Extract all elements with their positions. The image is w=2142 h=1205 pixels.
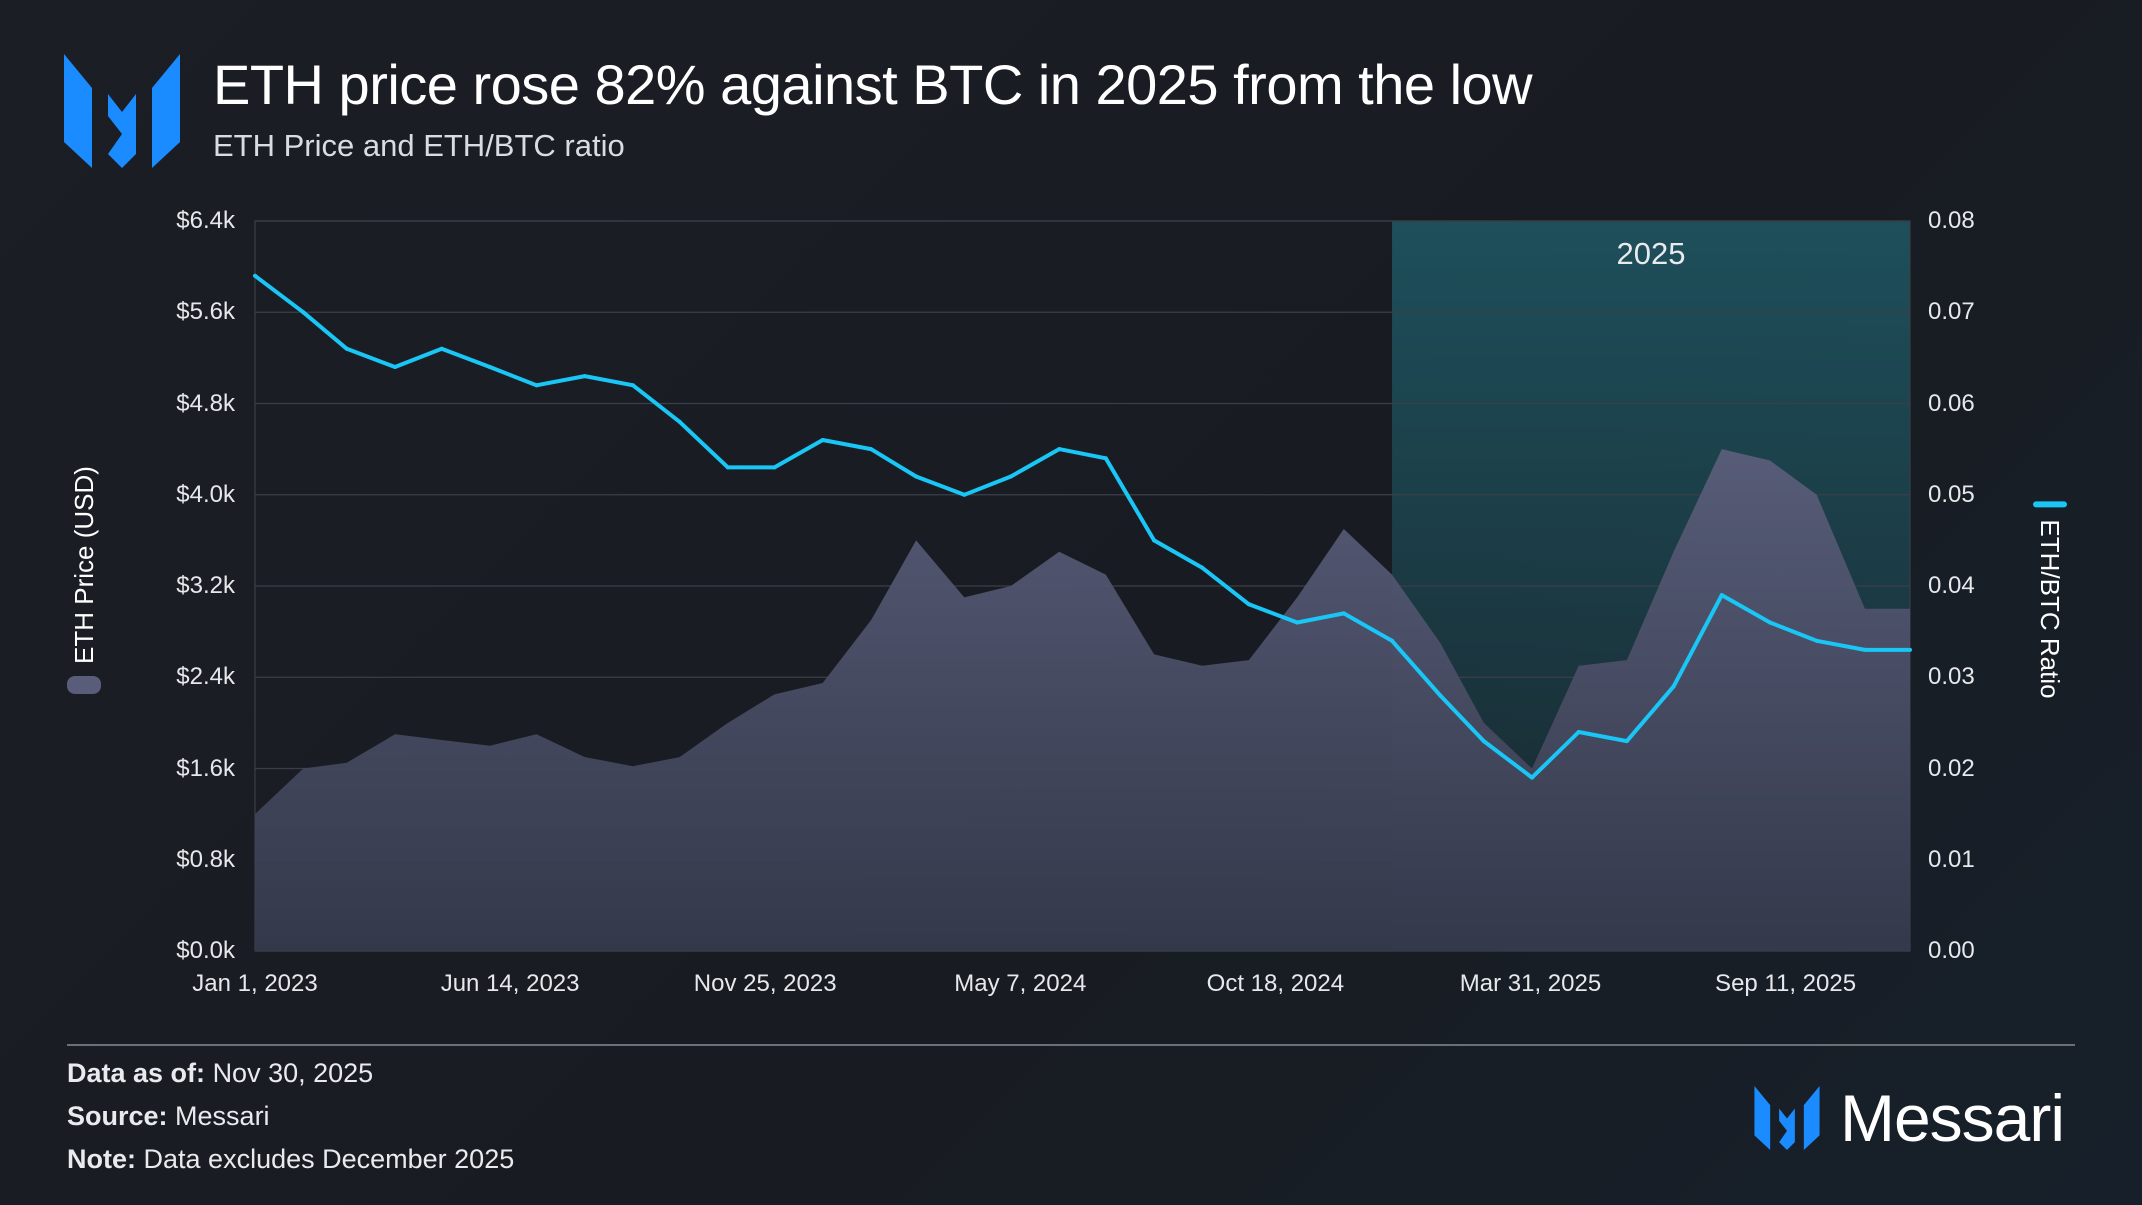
x-tick: Jan 1, 2023	[192, 970, 318, 997]
ratio-point	[301, 310, 306, 315]
x-tick: Nov 25, 2023	[693, 970, 837, 997]
y-axis-right-label-text: ETH/BTC Ratio	[2035, 519, 2066, 699]
messari-brand-logo-icon	[1754, 1086, 1820, 1150]
y-tick-left: $4.0k	[176, 480, 235, 508]
ratio-point	[534, 383, 539, 388]
ratio-point	[1341, 611, 1346, 616]
y-tick-right: 0.02	[1928, 754, 1975, 782]
ratio-point	[1438, 693, 1443, 698]
messari-logo-icon	[64, 54, 180, 168]
ratio-point	[1530, 775, 1535, 780]
ratio-point	[1624, 739, 1629, 744]
eth-price-area	[255, 449, 1910, 951]
footer-source: Source: Messari	[67, 1101, 270, 1132]
y-tick-right: 0.06	[1928, 389, 1975, 417]
eth-btc-ratio-line	[253, 274, 1910, 780]
y-tick-right: 0.03	[1928, 663, 1975, 691]
ratio-point	[1200, 565, 1205, 570]
ratio-point	[1908, 647, 1912, 652]
y-tick-left: $0.8k	[176, 845, 235, 873]
ratio-point	[1057, 447, 1062, 452]
note-label: Note:	[67, 1144, 136, 1174]
ratio-point	[725, 465, 730, 470]
x-tick: May 7, 2024	[954, 970, 1087, 997]
ratio-point	[1103, 456, 1108, 461]
ratio-point	[582, 374, 587, 379]
ratio-point	[1390, 638, 1395, 643]
y-tick-right: 0.08	[1928, 207, 1975, 234]
footer-data-as-of: Data as of: Nov 30, 2025	[67, 1058, 373, 1089]
data-as-of-value: Nov 30, 2025	[212, 1058, 374, 1088]
ratio-point	[1768, 620, 1773, 625]
y-tick-left: $1.6k	[176, 754, 235, 782]
ratio-point	[1481, 739, 1486, 744]
footer-divider	[67, 1044, 2075, 1046]
y-axis-left-label: ETH Price (USD)	[67, 466, 101, 694]
ratio-point	[1814, 638, 1819, 643]
ratio-point	[1152, 538, 1157, 543]
ratio-point	[868, 447, 873, 452]
chart-subtitle: ETH Price and ETH/BTC ratio	[213, 128, 625, 163]
y-tick-left: $5.6k	[176, 298, 235, 326]
ratio-point	[1671, 684, 1676, 689]
y-tick-right: 0.00	[1928, 937, 1975, 964]
y-tick-left: $2.4k	[176, 663, 235, 691]
ratio-point	[439, 346, 444, 351]
ratio-point	[914, 474, 919, 479]
legend-line-swatch	[2033, 501, 2067, 508]
ratio-point	[1862, 647, 1867, 652]
chart-title: ETH price rose 82% against BTC in 2025 f…	[213, 53, 1533, 116]
ratio-point	[630, 383, 635, 388]
ratio-point	[1719, 593, 1724, 598]
x-tick: Sep 11, 2025	[1715, 970, 1857, 997]
x-tick: Jun 14, 2023	[440, 970, 580, 997]
y-tick-right: 0.05	[1928, 480, 1975, 508]
x-tick: Mar 31, 2025	[1459, 970, 1602, 997]
ratio-point	[344, 346, 349, 351]
y-axis-left-label-text: ETH Price (USD)	[68, 466, 99, 664]
ratio-point	[677, 419, 682, 424]
ratio-point	[772, 465, 777, 470]
source-value: Messari	[175, 1101, 270, 1131]
ratio-point	[253, 273, 257, 278]
footer-note: Note: Data excludes December 2025	[67, 1144, 514, 1175]
y-tick-left: $3.2k	[176, 572, 235, 599]
ratio-point	[1008, 474, 1013, 479]
y-tick-right: 0.01	[1928, 845, 1975, 873]
messari-brand-text: Messari	[1840, 1081, 2065, 1155]
y-tick-left: $0.0k	[176, 937, 235, 964]
ratio-point	[1246, 602, 1251, 607]
highlight-2025-label: 2025	[1617, 236, 1686, 271]
source-label: Source:	[67, 1101, 168, 1131]
y-tick-left: $4.8k	[176, 389, 235, 417]
note-value: Data excludes December 2025	[143, 1144, 515, 1174]
data-as-of-label: Data as of:	[67, 1058, 206, 1088]
x-tick: Oct 18, 2024	[1206, 970, 1345, 997]
ratio-point	[392, 365, 397, 369]
ratio-point	[820, 438, 825, 442]
y-axis-right-label: ETH/BTC Ratio	[2033, 501, 2067, 699]
y-tick-right: 0.07	[1928, 298, 1975, 326]
ratio-point	[487, 365, 492, 369]
y-tick-right: 0.04	[1928, 572, 1975, 599]
ratio-point	[1295, 620, 1300, 625]
ratio-point	[962, 492, 967, 497]
legend-area-swatch	[67, 675, 101, 694]
ratio-point	[1576, 730, 1581, 734]
y-tick-left: $6.4k	[176, 207, 235, 234]
